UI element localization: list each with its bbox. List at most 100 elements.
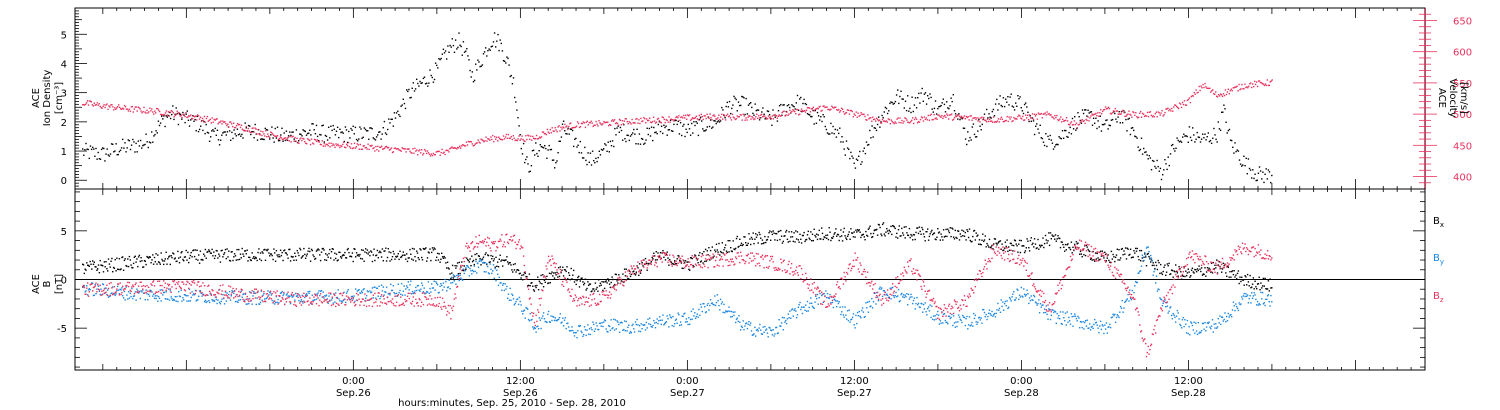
data-point bbox=[1068, 124, 1071, 126]
data-point bbox=[518, 135, 520, 137]
data-point bbox=[967, 236, 970, 239]
data-point bbox=[908, 110, 910, 112]
data-point bbox=[681, 116, 683, 118]
data-point bbox=[587, 281, 589, 283]
data-point bbox=[371, 260, 374, 263]
data-point bbox=[1229, 90, 1231, 92]
data-point bbox=[546, 275, 548, 278]
data-point bbox=[1115, 254, 1118, 256]
data-point bbox=[893, 102, 895, 105]
data-point bbox=[819, 238, 821, 240]
data-point bbox=[542, 286, 545, 288]
data-point bbox=[118, 293, 121, 295]
data-point bbox=[827, 238, 830, 241]
data-point bbox=[304, 141, 306, 143]
data-point bbox=[580, 277, 582, 280]
data-point bbox=[1172, 110, 1174, 112]
data-point bbox=[959, 318, 961, 321]
data-point bbox=[118, 150, 121, 153]
data-point bbox=[1007, 96, 1009, 98]
data-point bbox=[746, 244, 749, 246]
data-point bbox=[599, 322, 602, 324]
data-point bbox=[1029, 239, 1032, 242]
data-point bbox=[1160, 112, 1162, 114]
data-point bbox=[872, 301, 875, 303]
data-point bbox=[693, 121, 695, 123]
data-point bbox=[268, 252, 270, 254]
data-point bbox=[492, 264, 495, 266]
data-point bbox=[1046, 145, 1048, 148]
data-point bbox=[1240, 280, 1242, 283]
data-point bbox=[883, 120, 886, 122]
data-point bbox=[161, 115, 163, 117]
data-point bbox=[930, 316, 932, 319]
data-point bbox=[820, 110, 822, 112]
data-point bbox=[857, 315, 860, 317]
velocity-series bbox=[82, 79, 1273, 157]
data-point bbox=[249, 291, 251, 293]
data-point bbox=[1203, 273, 1205, 276]
data-point bbox=[902, 294, 905, 296]
data-point bbox=[721, 106, 723, 109]
data-point bbox=[542, 315, 544, 317]
data-point bbox=[1238, 159, 1241, 161]
data-point bbox=[633, 331, 636, 333]
data-point bbox=[381, 248, 384, 250]
data-point bbox=[492, 255, 494, 258]
data-point bbox=[891, 233, 893, 236]
data-point bbox=[314, 293, 317, 296]
data-point bbox=[997, 242, 999, 244]
data-point bbox=[1257, 172, 1260, 174]
data-point bbox=[90, 148, 93, 151]
data-point bbox=[309, 260, 312, 262]
data-point bbox=[187, 119, 190, 121]
data-point bbox=[451, 272, 453, 274]
data-point bbox=[460, 147, 462, 149]
data-point bbox=[152, 263, 155, 265]
data-point bbox=[185, 113, 187, 115]
data-point bbox=[567, 322, 569, 324]
data-point bbox=[644, 257, 647, 260]
data-point bbox=[183, 294, 186, 296]
data-point bbox=[1254, 80, 1256, 83]
data-point bbox=[109, 153, 112, 155]
data-point bbox=[207, 132, 210, 134]
data-point bbox=[359, 143, 361, 146]
data-point bbox=[249, 125, 251, 127]
data-point bbox=[463, 265, 465, 267]
data-point bbox=[1180, 106, 1183, 109]
data-point bbox=[804, 102, 806, 105]
data-point bbox=[880, 233, 882, 235]
data-point bbox=[1153, 116, 1155, 118]
data-point bbox=[466, 144, 469, 146]
data-point bbox=[512, 298, 515, 300]
data-point bbox=[277, 138, 280, 141]
data-point bbox=[407, 148, 409, 150]
data-point bbox=[312, 123, 314, 125]
data-point bbox=[1027, 240, 1029, 242]
data-point bbox=[264, 135, 266, 137]
data-point bbox=[451, 276, 453, 278]
data-point bbox=[112, 106, 114, 108]
data-point bbox=[229, 260, 232, 262]
data-point bbox=[206, 131, 209, 134]
data-point bbox=[232, 259, 234, 262]
data-point bbox=[157, 120, 160, 122]
data-point bbox=[580, 152, 583, 154]
data-point bbox=[1049, 232, 1052, 234]
data-point bbox=[1187, 98, 1190, 101]
data-point bbox=[995, 312, 997, 315]
data-point bbox=[649, 121, 652, 123]
data-point bbox=[291, 296, 293, 298]
data-point bbox=[644, 329, 647, 331]
data-point bbox=[216, 302, 218, 305]
data-point bbox=[87, 264, 90, 267]
data-point bbox=[798, 241, 800, 243]
data-point bbox=[1196, 268, 1199, 270]
data-point bbox=[998, 240, 1001, 243]
data-point bbox=[977, 321, 979, 323]
data-point bbox=[196, 249, 198, 251]
data-point bbox=[828, 227, 830, 229]
data-point bbox=[942, 229, 945, 231]
data-point bbox=[1206, 87, 1208, 89]
